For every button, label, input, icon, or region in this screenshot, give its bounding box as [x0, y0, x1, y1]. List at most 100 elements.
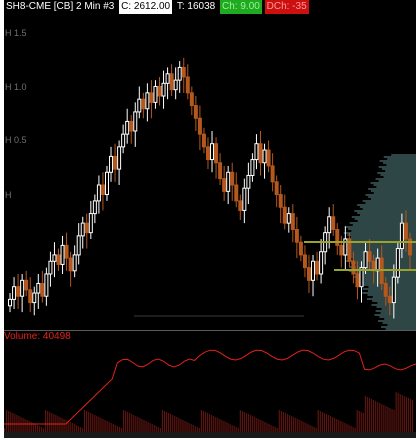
candle	[104, 165, 109, 201]
profile-bar	[385, 328, 416, 330]
volume-bar	[36, 425, 38, 432]
volume-bar	[270, 425, 272, 432]
volume-bar	[86, 411, 88, 432]
volume-bar	[127, 412, 129, 432]
candle-body	[395, 248, 400, 278]
volume-bar	[161, 410, 164, 432]
candle	[141, 92, 146, 119]
profile-bar	[350, 236, 416, 238]
candle	[270, 153, 275, 192]
volume-bar	[334, 418, 336, 432]
candle	[230, 162, 235, 201]
volume-bar	[100, 418, 102, 432]
volume-bar	[256, 418, 258, 432]
candle	[214, 137, 219, 179]
volume-bar	[395, 392, 397, 432]
volume-bar	[215, 417, 217, 432]
profile-bar	[367, 294, 416, 296]
candle-body	[242, 187, 247, 211]
candle	[137, 86, 142, 119]
total-label: T: 16038	[176, 1, 216, 12]
profile-bar	[383, 162, 416, 164]
candle	[52, 242, 57, 278]
profile-bar	[378, 180, 416, 182]
volume-bar	[282, 412, 284, 432]
volume-bar	[336, 419, 338, 432]
change-up-box: Ch: 9.00	[220, 0, 262, 14]
profile-bar	[365, 202, 416, 204]
candle-body	[173, 79, 178, 91]
candle	[109, 146, 114, 182]
volume-bar	[182, 420, 184, 432]
candle-body	[181, 66, 186, 78]
profile-bar	[363, 284, 416, 286]
candle-body	[36, 283, 41, 294]
candle-body	[84, 222, 89, 234]
pane-divider[interactable]	[4, 330, 416, 331]
candle	[193, 96, 198, 131]
volume-bar	[368, 398, 371, 432]
profile-bar	[353, 276, 416, 278]
candle-body	[294, 228, 299, 243]
candle-body	[298, 241, 303, 256]
volume-bar	[42, 428, 45, 432]
candle-body	[40, 283, 45, 297]
candle-body	[367, 251, 372, 262]
volume-bar	[295, 418, 297, 432]
close-price-box: C: 2612.00	[119, 0, 173, 14]
volume-bar	[96, 416, 98, 432]
volume-bar	[237, 428, 239, 432]
profile-bar	[354, 218, 416, 220]
volume-bar	[325, 414, 328, 432]
price-chart[interactable]	[4, 14, 416, 330]
profile-bar	[387, 158, 416, 160]
candle	[185, 64, 190, 100]
volume-bar	[81, 428, 84, 432]
candle-body	[339, 244, 344, 256]
candle-body	[52, 254, 57, 262]
profile-bar	[385, 170, 416, 172]
candle-body	[250, 159, 255, 176]
volume-bar	[313, 427, 315, 432]
profile-bar	[344, 226, 416, 228]
candle	[173, 67, 178, 100]
candle	[222, 165, 227, 201]
volume-bar	[176, 417, 178, 432]
candle	[149, 80, 154, 119]
candle-body	[230, 171, 235, 186]
chart-header: SH8-CME [CB] 2 Min #3 C: 2612.00 T: 1603…	[4, 0, 416, 14]
volume-bar	[151, 424, 153, 432]
profile-bar	[375, 178, 416, 180]
candle	[8, 293, 13, 313]
candle	[395, 242, 400, 284]
volume-bar	[172, 415, 174, 432]
candle-body	[222, 178, 227, 192]
volume-bar	[375, 401, 377, 432]
candle	[88, 200, 93, 240]
volume-bar	[83, 410, 86, 432]
volume-bar	[102, 419, 104, 432]
volume-bar	[65, 420, 67, 432]
candle	[28, 277, 33, 313]
candle-body	[157, 85, 162, 97]
volume-bar	[362, 413, 364, 432]
candle	[234, 172, 239, 208]
candle	[339, 235, 344, 268]
candle	[40, 270, 45, 303]
profile-bar	[365, 194, 416, 196]
candle-body	[331, 216, 336, 230]
candle-body	[113, 155, 118, 170]
candle-body	[133, 111, 138, 132]
bottom-scroll-strip[interactable]	[4, 432, 416, 438]
candle-body	[88, 213, 93, 234]
volume-bar	[53, 414, 55, 432]
profile-bar	[362, 208, 416, 210]
volume-bar	[401, 395, 403, 432]
volume-bar	[358, 411, 360, 432]
volume-bar	[217, 418, 219, 432]
volume-chart[interactable]	[4, 345, 416, 432]
price-axis-label: H 0.5	[5, 135, 27, 145]
candle-body	[278, 194, 283, 208]
volume-bar	[139, 418, 141, 432]
profile-bar	[362, 292, 416, 294]
